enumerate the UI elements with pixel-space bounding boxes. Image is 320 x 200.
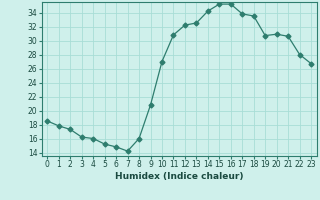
- X-axis label: Humidex (Indice chaleur): Humidex (Indice chaleur): [115, 172, 244, 181]
